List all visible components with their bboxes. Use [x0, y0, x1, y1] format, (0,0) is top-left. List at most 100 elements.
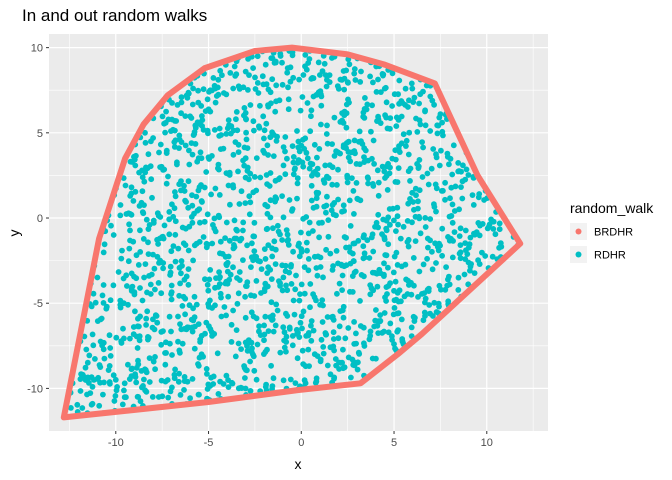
rdhr-point: [316, 146, 323, 152]
rdhr-point: [355, 359, 361, 366]
rdhr-point: [277, 53, 284, 59]
rdhr-point: [200, 86, 207, 93]
rdhr-point: [178, 326, 185, 333]
rdhr-point: [150, 316, 156, 323]
rdhr-point: [461, 271, 468, 278]
rdhr-point: [345, 154, 352, 161]
rdhr-point: [293, 272, 299, 279]
rdhr-point: [101, 379, 107, 386]
rdhr-point: [296, 334, 303, 340]
rdhr-point: [264, 210, 271, 217]
rdhr-point: [100, 300, 107, 306]
rdhr-point: [323, 83, 330, 90]
rdhr-point: [216, 166, 222, 173]
rdhr-point: [256, 323, 262, 330]
rdhr-point: [172, 258, 179, 265]
rdhr-point: [471, 270, 478, 276]
rdhr-point: [78, 371, 84, 377]
rdhr-point: [387, 320, 394, 327]
rdhr-point: [253, 253, 260, 260]
rdhr-point: [318, 121, 324, 128]
rdhr-point: [385, 214, 392, 221]
rdhr-point: [406, 129, 413, 136]
rdhr-point: [147, 163, 154, 170]
rdhr-point: [378, 89, 384, 95]
rdhr-point: [262, 61, 269, 68]
rdhr-point: [387, 115, 394, 121]
rdhr-point: [340, 202, 347, 209]
rdhr-point: [222, 235, 229, 242]
rdhr-point: [476, 232, 483, 239]
rdhr-point: [240, 257, 246, 263]
rdhr-point: [68, 405, 74, 411]
rdhr-point: [225, 293, 232, 300]
rdhr-point: [217, 290, 224, 297]
rdhr-point: [147, 291, 154, 297]
rdhr-point: [341, 112, 348, 119]
rdhr-point: [272, 198, 278, 205]
rdhr-point: [416, 100, 422, 107]
rdhr-point: [143, 322, 150, 328]
rdhr-point: [285, 84, 291, 91]
rdhr-point: [176, 292, 183, 299]
rdhr-point: [354, 366, 361, 373]
rdhr-point: [141, 274, 148, 281]
rdhr-point: [209, 153, 215, 159]
rdhr-point: [365, 180, 371, 187]
rdhr-point: [89, 383, 96, 390]
rdhr-point: [112, 376, 119, 383]
rdhr-point: [398, 316, 405, 323]
rdhr-point: [321, 179, 328, 186]
rdhr-point: [179, 224, 186, 231]
rdhr-point: [121, 380, 128, 387]
rdhr-point: [121, 387, 127, 394]
rdhr-point: [410, 313, 417, 320]
x-axis-ticks: -10 -5 0 5 10: [108, 431, 493, 449]
rdhr-point: [233, 235, 240, 242]
rdhr-point: [307, 281, 314, 287]
rdhr-point: [231, 217, 238, 224]
rdhr-point: [350, 258, 357, 265]
rdhr-point: [262, 256, 269, 262]
rdhr-point: [209, 240, 216, 247]
rdhr-point: [137, 285, 143, 291]
rdhr-point: [319, 319, 326, 325]
rdhr-point: [103, 303, 110, 310]
rdhr-point: [357, 79, 364, 85]
rdhr-point: [405, 243, 412, 250]
rdhr-point: [362, 95, 368, 101]
rdhr-point: [459, 195, 466, 202]
rdhr-point: [321, 60, 328, 67]
rdhr-point: [284, 65, 291, 71]
rdhr-point: [345, 96, 351, 103]
rdhr-point: [269, 253, 276, 260]
rdhr-point: [96, 402, 103, 409]
rdhr-point: [268, 362, 274, 369]
rdhr-point: [481, 197, 487, 203]
rdhr-point: [198, 198, 205, 204]
rdhr-point: [383, 172, 390, 179]
rdhr-point: [134, 323, 141, 330]
rdhr-point: [371, 269, 378, 276]
rdhr-point: [424, 170, 431, 177]
rdhr-point: [149, 394, 156, 400]
rdhr-point: [236, 201, 243, 207]
rdhr-point: [299, 94, 306, 100]
rdhr-point: [465, 172, 472, 178]
rdhr-point: [330, 329, 337, 336]
rdhr-point: [308, 113, 314, 120]
rdhr-point: [235, 290, 242, 297]
rdhr-point: [178, 94, 185, 101]
rdhr-point: [462, 240, 469, 247]
rdhr-point: [168, 289, 175, 295]
rdhr-point: [324, 122, 330, 129]
rdhr-point: [247, 358, 254, 365]
rdhr-point: [89, 331, 96, 338]
rdhr-point: [208, 374, 215, 381]
rdhr-point: [191, 345, 198, 352]
rdhr-point: [395, 221, 401, 228]
rdhr-point: [205, 287, 212, 294]
rdhr-point: [391, 287, 397, 294]
rdhr-point: [308, 197, 315, 204]
rdhr-point: [277, 280, 283, 287]
